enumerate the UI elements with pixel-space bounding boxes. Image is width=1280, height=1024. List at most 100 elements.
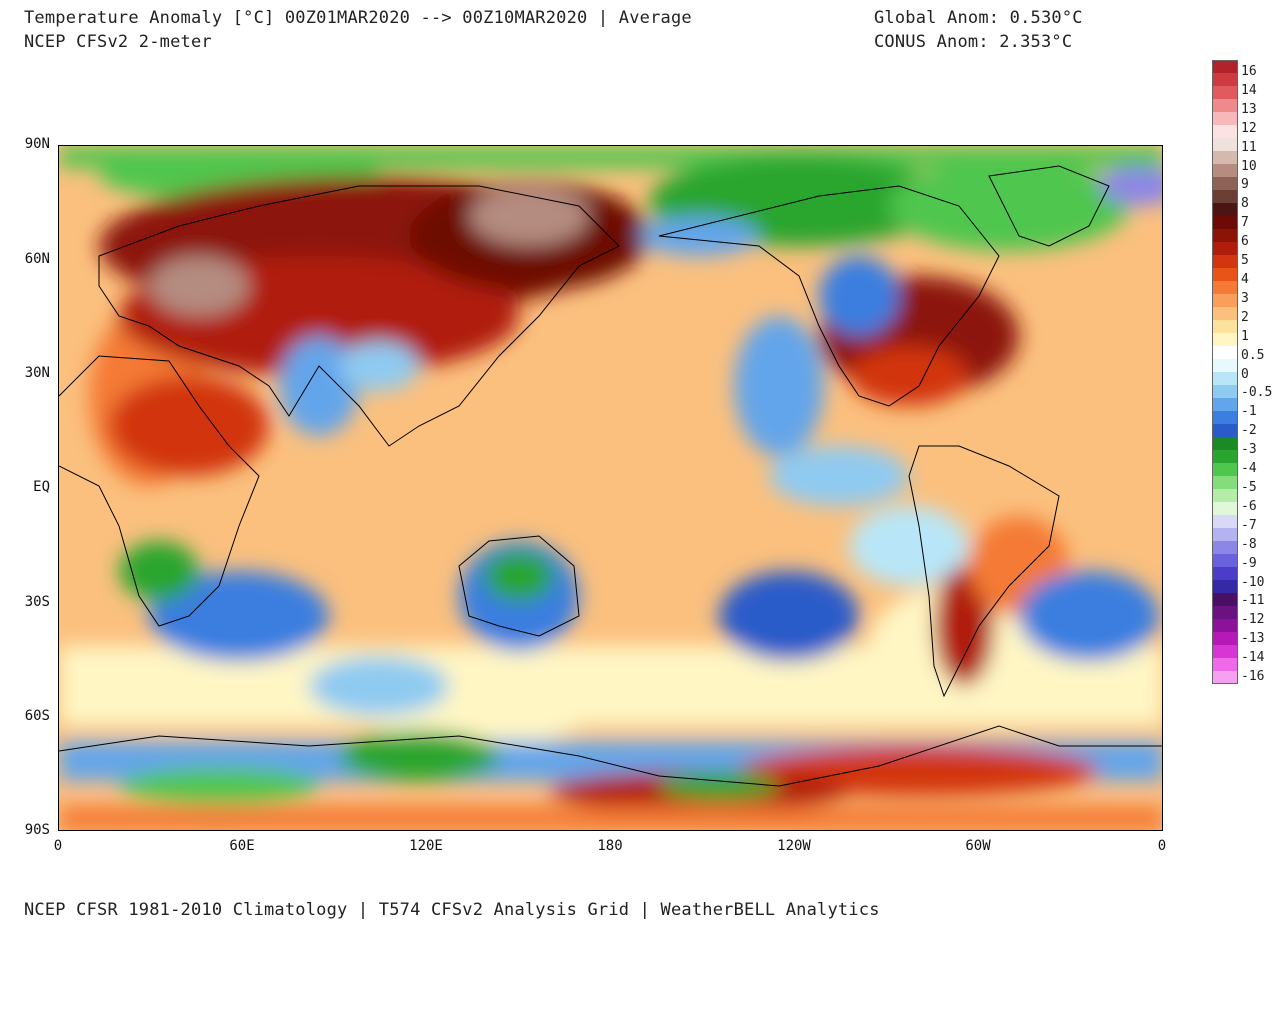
colorbar-cell [1212, 515, 1238, 528]
colorbar-label: 3 [1241, 290, 1249, 306]
colorbar-label: -2 [1241, 423, 1257, 439]
colorbar-cell [1212, 398, 1238, 411]
colorbar-cell [1212, 580, 1238, 593]
lon-label-60e: 60E [229, 838, 255, 854]
colorbar-cell [1212, 125, 1238, 138]
colorbar-cell [1212, 216, 1238, 229]
colorbar-label: 11 [1241, 139, 1257, 155]
lat-label-eq: EQ [33, 479, 50, 495]
colorbar-label: -10 [1241, 574, 1265, 590]
lat-label-60s: 60S [24, 708, 50, 724]
colorbar-cell [1212, 73, 1238, 86]
colorbar-label: -8 [1241, 536, 1257, 552]
colorbar-label: -11 [1241, 593, 1265, 609]
colorbar-label: 8 [1241, 196, 1249, 212]
colorbar-cell [1212, 541, 1238, 554]
colorbar-label: 4 [1241, 272, 1249, 287]
colorbar-cell [1212, 333, 1238, 346]
colorbar-cell [1212, 281, 1238, 294]
colorbar-cell [1212, 229, 1238, 242]
lon-label-120e: 120E [409, 838, 443, 854]
colorbar-cell [1212, 567, 1238, 580]
colorbar-label: 7 [1241, 215, 1249, 231]
lon-label-0: 0 [53, 838, 63, 854]
lat-label-60n: 60N [24, 251, 50, 267]
lat-label-30s: 30S [24, 594, 50, 610]
colorbar-cell [1212, 99, 1238, 112]
colorbar-cell [1212, 489, 1238, 502]
footer-credits: NCEP CFSR 1981-2010 Climatology | T574 C… [24, 900, 880, 920]
colorbar-cell [1212, 138, 1238, 151]
chart-title: Temperature Anomaly [°C] 00Z01MAR2020 --… [24, 8, 692, 28]
lat-label-30n: 30N [24, 365, 50, 381]
colorbar-label: -9 [1241, 555, 1257, 571]
colorbar-label: 2 [1241, 309, 1249, 325]
colorbar-cell [1212, 645, 1238, 658]
lat-label-90s: 90S [24, 822, 50, 838]
colorbar-cell [1212, 463, 1238, 476]
colorbar-cell [1212, 151, 1238, 164]
colorbar-label: 0.5 [1241, 347, 1265, 363]
anomaly-map [58, 145, 1163, 831]
colorbar-cell [1212, 268, 1238, 281]
colorbar-cell [1212, 294, 1238, 307]
colorbar-cell [1212, 385, 1238, 398]
lon-label-180: 180 [597, 838, 623, 854]
colorbar-cell [1212, 86, 1238, 99]
colorbar-cell [1212, 112, 1238, 125]
colorbar-cell [1212, 164, 1238, 177]
colorbar-cell [1212, 554, 1238, 567]
colorbar-cell [1212, 437, 1238, 450]
colorbar-cell [1212, 528, 1238, 541]
colorbar-cell [1212, 476, 1238, 489]
colorbar-label: 0 [1241, 366, 1249, 382]
colorbar-cell [1212, 450, 1238, 463]
conus-anomaly-readout: CONUS Anom: 2.353°C [874, 32, 1073, 52]
colorbar-label: 6 [1241, 234, 1249, 250]
colorbar-cell [1212, 606, 1238, 619]
colorbar-cell [1212, 593, 1238, 606]
colorbar-cell [1212, 177, 1238, 190]
colorbar-cell [1212, 671, 1238, 684]
colorbar-label: -1 [1241, 404, 1257, 420]
colorbar-label: 16 [1241, 64, 1257, 79]
colorbar-cell [1212, 255, 1238, 268]
colorbar-label: -4 [1241, 461, 1257, 477]
colorbar-cell [1212, 619, 1238, 632]
colorbar-label: 10 [1241, 158, 1257, 174]
anomaly-map-graphic [59, 146, 1162, 830]
colorbar-label: -7 [1241, 517, 1257, 533]
colorbar-label: 5 [1241, 253, 1249, 269]
colorbar-label: 12 [1241, 120, 1257, 136]
colorbar-cell [1212, 372, 1238, 385]
colorbar-cell [1212, 307, 1238, 320]
colorbar-label: -12 [1241, 612, 1265, 628]
colorbar-cell [1212, 60, 1238, 73]
colorbar-cell [1212, 203, 1238, 216]
coastline-outlines [59, 165, 1162, 787]
colorbar-cell [1212, 346, 1238, 359]
colorbar-label: 9 [1241, 177, 1249, 193]
colorbar-cell [1212, 411, 1238, 424]
lon-label-0-east: 0 [1157, 838, 1167, 854]
colorbar-cell [1212, 632, 1238, 645]
colorbar-label: -13 [1241, 631, 1265, 647]
colorbar-label: -5 [1241, 480, 1257, 495]
colorbar-cell [1212, 359, 1238, 372]
global-anomaly-readout: Global Anom: 0.530°C [874, 8, 1083, 28]
colorbar-label: 14 [1241, 82, 1257, 98]
colorbar-cell [1212, 658, 1238, 671]
colorbar-label: -14 [1241, 650, 1265, 666]
colorbar-cell [1212, 242, 1238, 255]
colorbar-label: -16 [1241, 669, 1265, 685]
colorbar-cell [1212, 502, 1238, 515]
colorbar-label: -3 [1241, 442, 1257, 458]
colorbar-cell [1212, 424, 1238, 437]
lat-label-90n: 90N [24, 136, 50, 152]
colorbar-cell [1212, 190, 1238, 203]
colorbar-label: -6 [1241, 498, 1257, 514]
colorbar-label: 1 [1241, 328, 1249, 344]
colorbar-label: -0.5 [1241, 385, 1273, 401]
lon-label-60w: 60W [965, 838, 991, 854]
lon-label-120w: 120W [777, 838, 811, 854]
